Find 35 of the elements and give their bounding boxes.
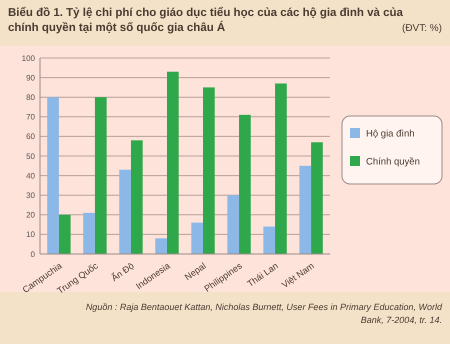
y-tick-label: 90 (26, 73, 36, 82)
y-tick-label: 10 (26, 230, 36, 240)
bar (239, 114, 251, 254)
bar (311, 142, 323, 254)
text: (ĐVT: %) (402, 23, 442, 34)
y-tick-label: 60 (26, 132, 36, 142)
bar (155, 238, 167, 254)
bar (275, 83, 287, 254)
bar (227, 195, 240, 254)
y-tick-label: 0 (30, 250, 36, 259)
bar (119, 170, 131, 254)
text: Nguồn : Raja Bentaouet Kattan, Nicholas Burnett, User Fees in Primary Education, World Bank, 7-2004, tr. 14. (86, 302, 443, 325)
bar (58, 214, 71, 254)
y-tick-label: 20 (26, 210, 36, 220)
legend-label: Chính quyền (366, 156, 420, 168)
bar (299, 166, 312, 254)
bar (191, 222, 204, 254)
y-tick-label: 80 (26, 93, 36, 102)
y-tick-label: 30 (26, 191, 36, 200)
bar (47, 97, 59, 254)
bar (263, 226, 276, 254)
y-tick-label: 70 (26, 112, 36, 122)
y-tick-label: 100 (22, 54, 36, 63)
bar (166, 72, 179, 254)
x-tick-label: Thái Lan (245, 260, 280, 289)
bar (94, 97, 107, 254)
bar (83, 212, 95, 254)
y-tick-label: 40 (26, 171, 36, 180)
bar (203, 87, 215, 254)
x-tick-label: Ấn Độ (108, 260, 136, 284)
x-tick-label: Việt Nam (280, 260, 316, 290)
chart-title: Biểu đồ 1. Tỷ lệ chi phí cho giáo dục tiểu học của các hộ gia đình và của chính quyền tại một số quốc gia châu Á (8, 6, 404, 34)
y-tick-label: 50 (26, 152, 36, 161)
bar (130, 140, 143, 254)
legend-label: Hộ gia đình (366, 128, 415, 140)
